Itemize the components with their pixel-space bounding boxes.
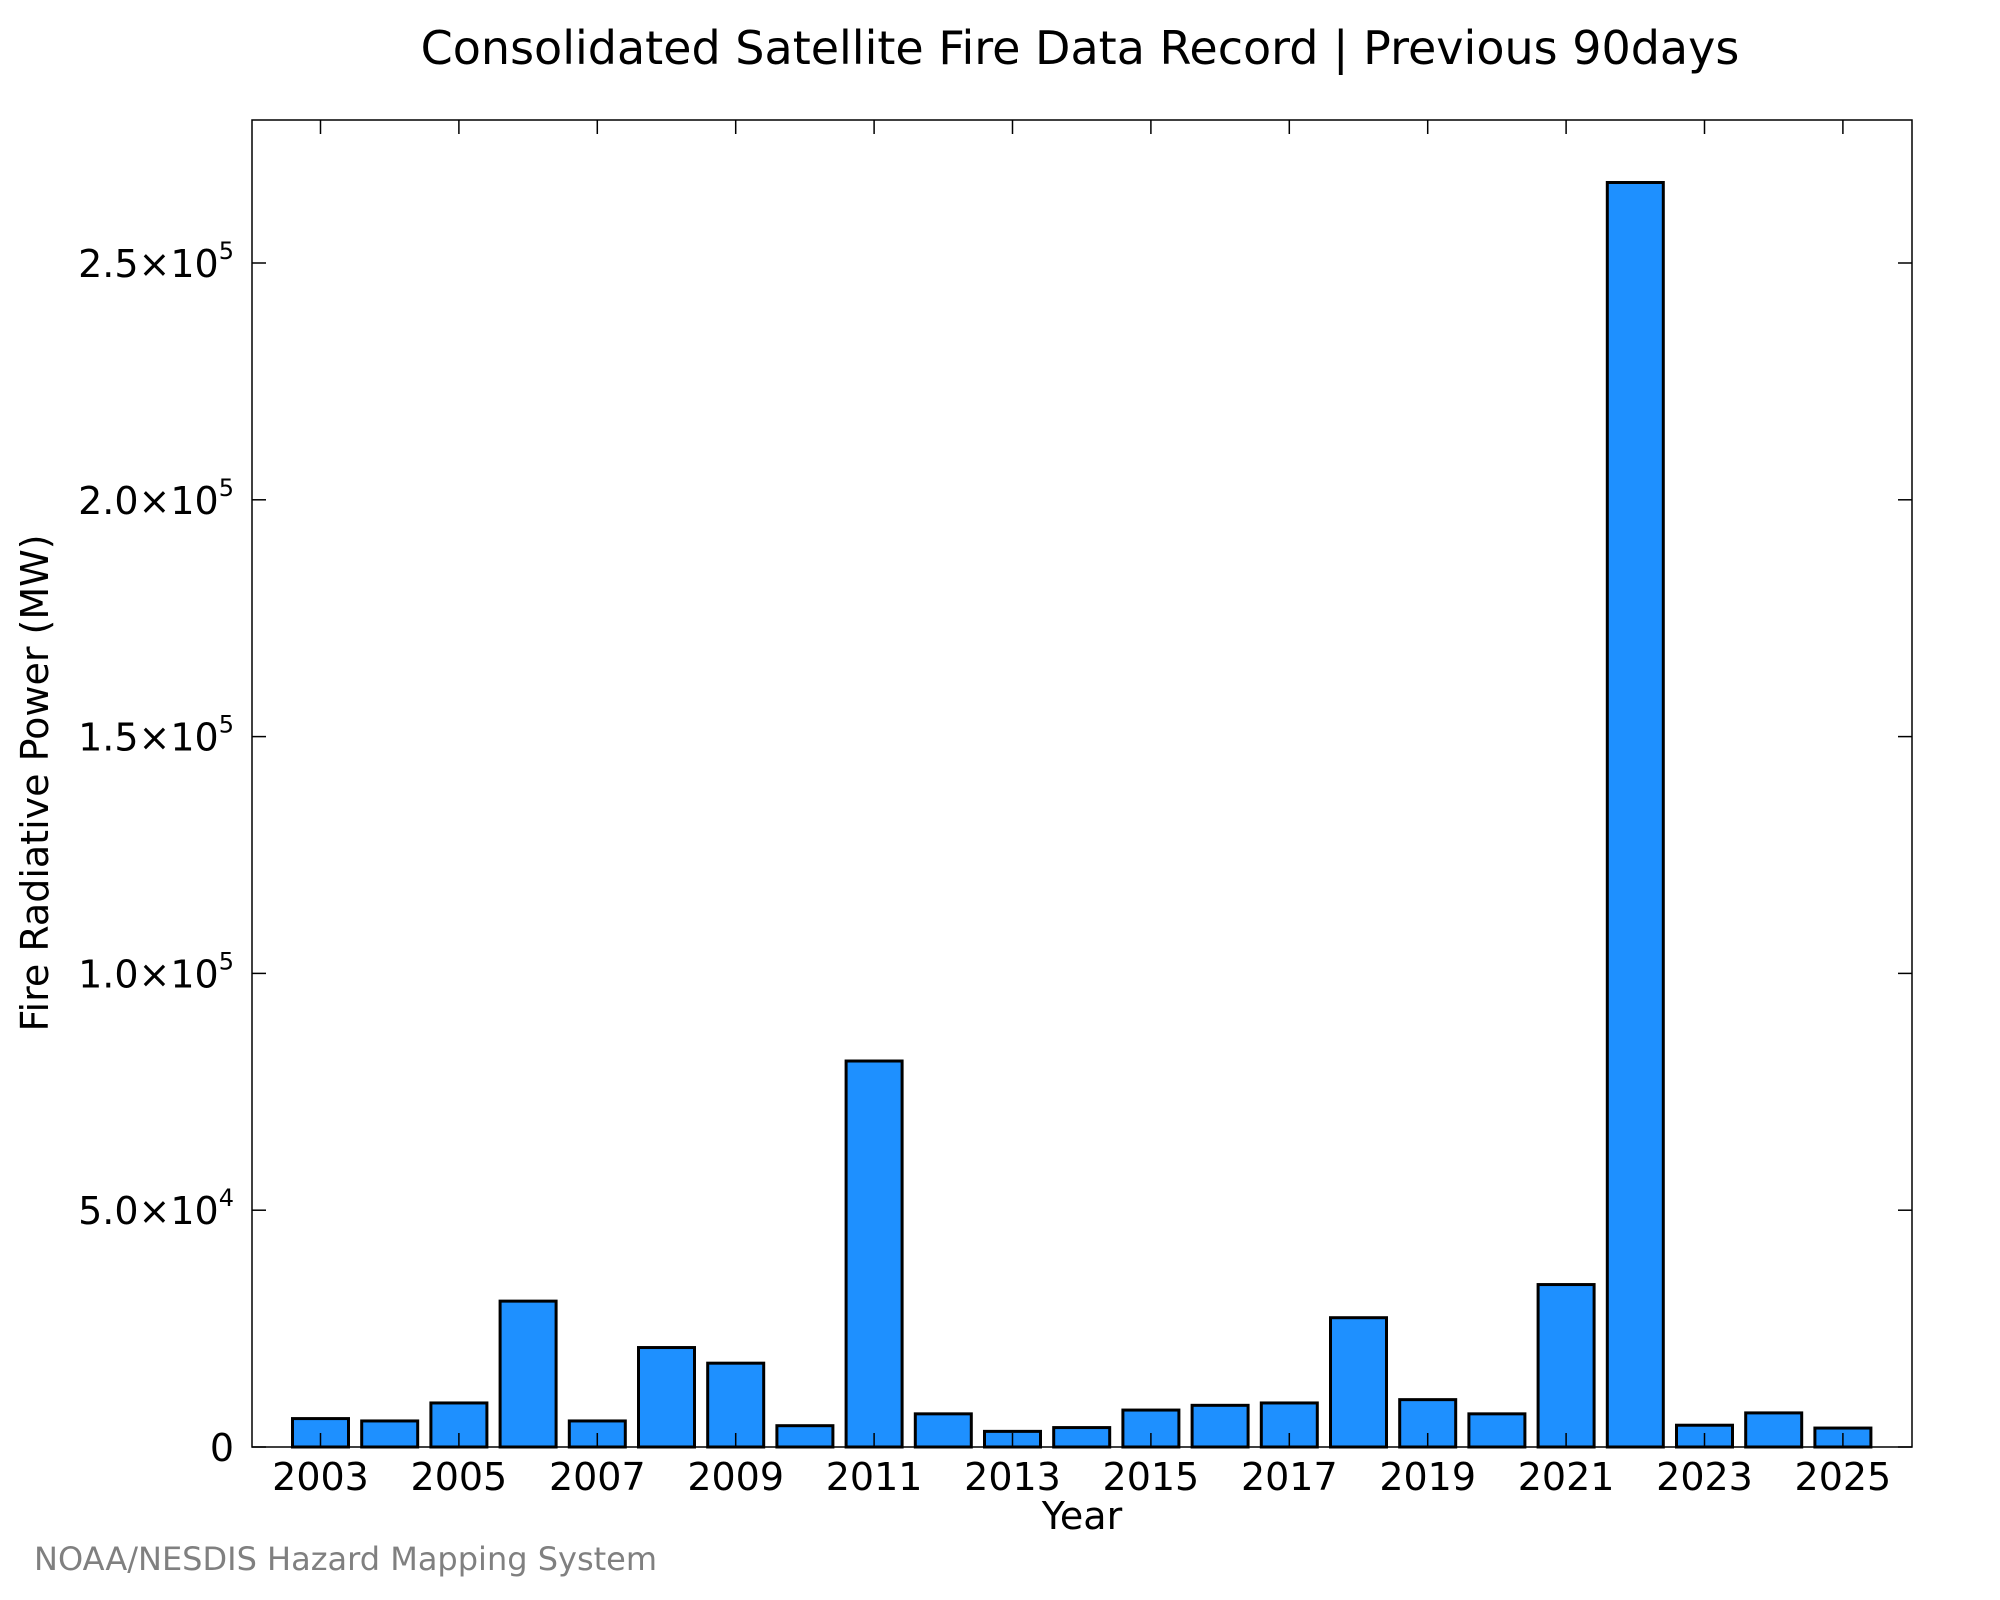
tick-group [252,120,1912,1448]
x-tick-label-2021: 2021 [1518,1455,1615,1499]
x-tick-label-2017: 2017 [1241,1455,1338,1499]
credit-text: NOAA/NESDIS Hazard Mapping System [34,1540,657,1578]
y-tick-labels: 0 5.0×104 1.0×105 1.5×105 2.0×105 2.5×105 [78,237,234,1470]
bar-2018 [1329,1316,1388,1449]
x-tick-label-2009: 2009 [687,1455,784,1499]
y-tick-label-150000: 1.5×105 [78,711,234,760]
x-tick-labels: 2003 2005 2007 2009 2011 2013 2015 2017 2019 2021… [272,1455,1891,1499]
bar-2004 [360,1419,420,1449]
bar-2014 [1052,1426,1112,1449]
bar-2008 [637,1346,696,1449]
x-tick-label-2011: 2011 [826,1455,923,1499]
x-tick-label-2019: 2019 [1379,1455,1476,1499]
bar-2006 [498,1299,558,1449]
bar-2021 [1536,1283,1596,1449]
bar-2022 [1605,180,1665,1449]
y-tick-label-0: 0 [210,1426,234,1470]
x-tick-label-2003: 2003 [272,1455,369,1499]
bar-2020 [1467,1412,1527,1449]
plot-frame [251,119,1913,1448]
x-axis-label: Year [1041,1494,1123,1538]
x-tick-label-2005: 2005 [411,1455,508,1499]
x-tick-label-2023: 2023 [1656,1455,1753,1499]
y-tick-label-50000: 5.0×104 [78,1184,234,1233]
bar-2016 [1190,1403,1250,1449]
x-tick-label-2007: 2007 [549,1455,646,1499]
bar-2010 [775,1424,835,1449]
bar-2024 [1744,1411,1804,1449]
chart-title: Consolidated Satellite Fire Data Record … [421,21,1740,76]
y-tick-label-250000: 2.5×105 [78,237,234,286]
x-tick-label-2013: 2013 [964,1455,1061,1499]
y-tick-label-200000: 2.0×105 [78,474,234,523]
y-axis-label: Fire Radiative Power (MW) [13,534,57,1031]
x-tick-label-2015: 2015 [1103,1455,1200,1499]
y-tick-label-100000: 1.0×105 [78,947,234,996]
bar-2011 [844,1059,904,1449]
x-tick-label-2025: 2025 [1795,1455,1892,1499]
bar-2012 [913,1412,973,1449]
bar-group [291,180,1873,1449]
